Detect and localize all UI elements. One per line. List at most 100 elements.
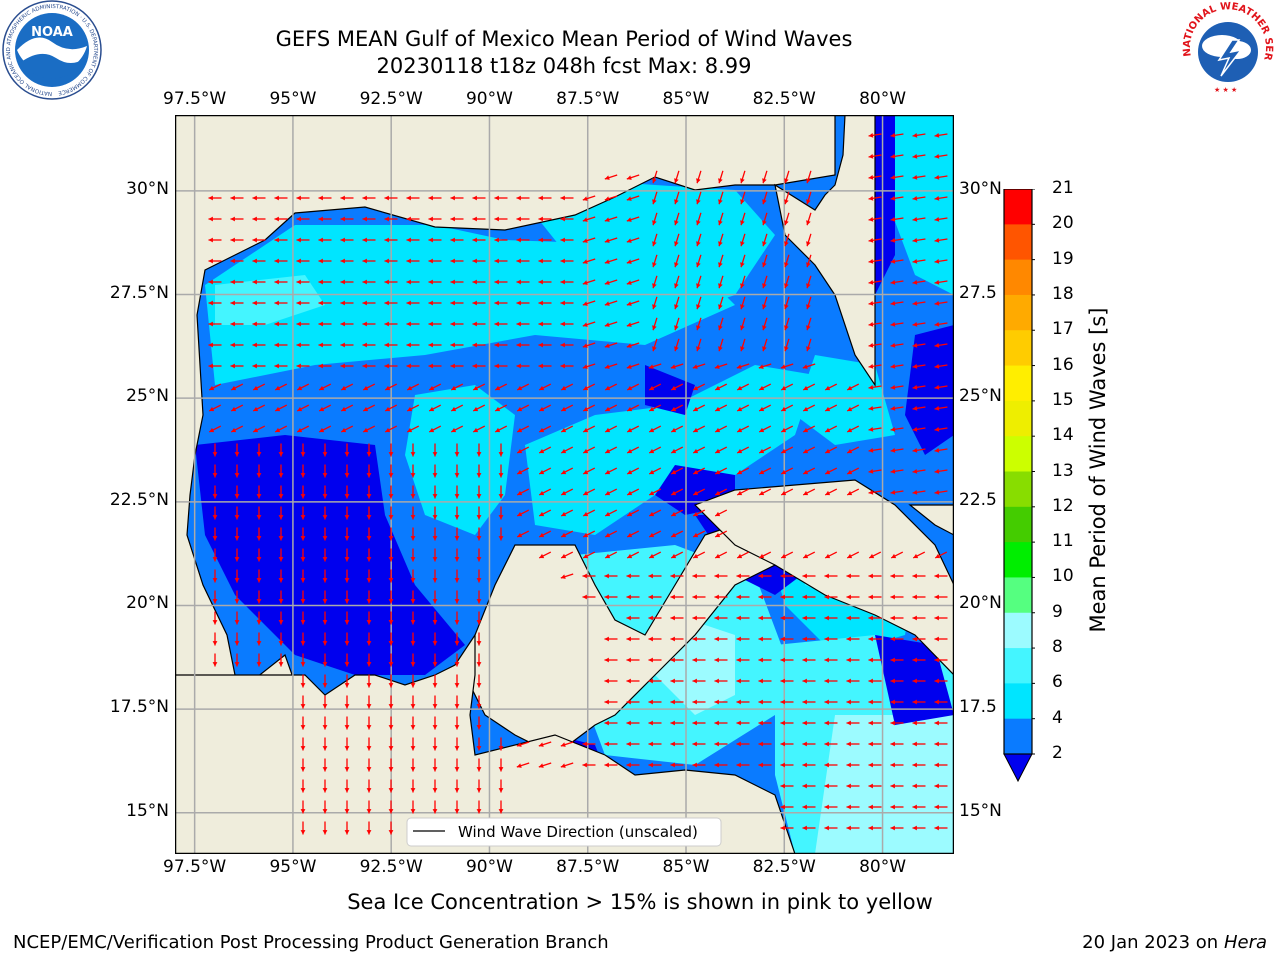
wave-arrowhead — [671, 511, 677, 517]
wave-arrowhead — [802, 615, 807, 621]
footer-date-text: 20 Jan 2023 on — [1082, 932, 1224, 953]
wave-arrowhead — [890, 279, 896, 285]
wave-arrowhead — [583, 385, 589, 391]
wave-arrowhead — [890, 741, 895, 747]
wave-arrowhead — [758, 615, 763, 621]
wave-arrowhead — [252, 237, 257, 243]
wave-arrowhead — [275, 427, 281, 433]
wave-arrowhead — [428, 300, 433, 306]
wave-arrowhead — [759, 553, 765, 559]
wave-arrowhead — [300, 809, 306, 814]
wave-arrowhead — [366, 452, 372, 457]
wave-arrowhead — [322, 767, 328, 772]
wave-arrowhead — [583, 490, 589, 496]
wave-arrowhead — [868, 342, 874, 348]
wave-arrowhead — [230, 300, 235, 306]
wave-arrowhead — [671, 532, 677, 538]
wave-arrowhead — [784, 304, 789, 310]
wave-arrowhead — [912, 426, 918, 432]
wave-arrowhead — [714, 636, 719, 642]
wave-arrowhead — [230, 258, 235, 264]
wave-arrowhead — [605, 490, 611, 496]
wave-arrowhead — [476, 641, 482, 646]
wave-arrowhead — [605, 511, 611, 517]
wave-arrowhead — [517, 427, 523, 433]
wave-arrowhead — [560, 342, 565, 348]
wave-arrowhead — [212, 515, 218, 520]
lat-label-right: 22.5 — [959, 489, 997, 510]
colorbar-segment — [1004, 259, 1032, 296]
wave-arrowhead — [740, 262, 745, 268]
wave-arrowhead — [410, 473, 416, 478]
wave-arrowhead — [696, 199, 701, 205]
colorbar-tick-label: 18 — [1052, 283, 1074, 304]
wave-arrowhead — [410, 557, 416, 562]
wave-arrowhead — [890, 405, 896, 411]
wave-arrowhead — [718, 262, 723, 268]
wave-arrowhead — [934, 405, 940, 411]
wave-arrowhead — [652, 283, 657, 289]
wave-arrowhead — [626, 699, 631, 705]
wave-arrowhead — [652, 241, 657, 247]
wave-arrowhead — [762, 346, 767, 352]
wave-arrowhead — [627, 427, 633, 433]
wave-arrowhead — [626, 322, 632, 327]
noaa-logo-text: NOAA — [31, 25, 73, 40]
wave-arrowhead — [278, 473, 284, 478]
wave-arrowhead — [868, 762, 873, 768]
wave-arrowhead — [780, 364, 786, 369]
wave-arrowhead — [212, 578, 218, 583]
wave-arrowhead — [604, 175, 610, 180]
wave-arrowhead — [322, 662, 328, 667]
wave-arrowhead — [806, 178, 811, 184]
wave-arrowhead — [516, 742, 522, 747]
wave-arrowhead — [495, 406, 501, 412]
wave-arrowhead — [912, 237, 918, 243]
wave-arrowhead — [560, 279, 565, 285]
wave-arrowhead — [385, 427, 391, 433]
wave-arrowhead — [406, 258, 411, 264]
wave-arrowhead — [648, 657, 653, 663]
wave-arrowhead — [696, 346, 701, 352]
wave-arrowhead — [538, 279, 543, 285]
wave-arrowhead — [802, 741, 807, 747]
wave-arrowhead — [847, 490, 853, 496]
wave-arrowhead — [890, 321, 896, 327]
wave-arrowhead — [740, 178, 745, 184]
wave-arrowhead — [604, 594, 609, 600]
wave-arrowhead — [890, 300, 896, 306]
wave-arrowhead — [605, 469, 611, 475]
wave-arrowhead — [516, 363, 521, 369]
wave-arrowhead — [234, 515, 240, 520]
lon-label-bottom: 92.5°W — [359, 857, 423, 877]
wave-arrowhead — [256, 452, 262, 457]
wave-arrowhead — [891, 553, 897, 559]
wave-arrowhead — [516, 342, 521, 348]
wave-arrowhead — [340, 363, 345, 369]
wave-arrowhead — [560, 574, 566, 579]
wave-arrowhead — [539, 448, 545, 454]
wave-arrowhead — [454, 515, 460, 520]
wave-arrowhead — [539, 532, 545, 538]
noaa-logo: NATIONAL OCEANIC AND ATMOSPHERIC ADMINIS… — [1, 0, 102, 100]
wave-arrowhead — [758, 741, 763, 747]
lon-label-bottom: 97.5°W — [163, 857, 227, 877]
wave-arrowhead — [674, 283, 679, 289]
wave-arrowhead — [384, 216, 389, 222]
wave-arrowhead — [784, 262, 789, 268]
wave-arrowhead — [274, 363, 279, 369]
wave-arrowhead — [670, 741, 675, 747]
wave-arrowhead — [692, 720, 697, 726]
wave-arrowhead — [450, 237, 455, 243]
lat-label-right: 25°N — [959, 386, 1002, 407]
wave-arrowhead — [693, 532, 699, 538]
wave-arrowhead — [604, 196, 610, 201]
wave-arrowhead — [780, 657, 785, 663]
wave-arrowhead — [473, 385, 479, 391]
wave-arrowhead — [890, 678, 895, 684]
wave-arrowhead — [300, 494, 306, 499]
wave-arrowhead — [846, 573, 851, 579]
wave-arrowhead — [803, 469, 809, 475]
wave-arrowhead — [322, 683, 328, 688]
wave-arrowhead — [714, 573, 719, 579]
